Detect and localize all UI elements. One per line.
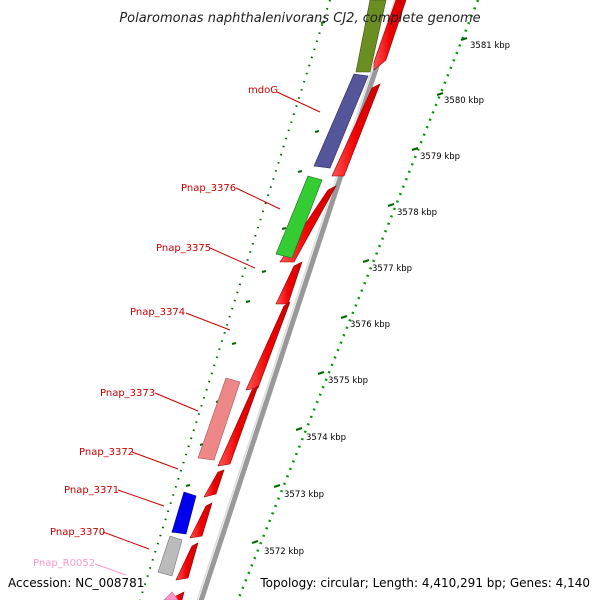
kbp-ruler: 3581 kbp 3580 kbp 3579 kbp 3578 kbp 3577…: [251, 37, 510, 557]
cds-arrow[interactable]: [331, 83, 381, 177]
kbp-label: 3575 kbp: [328, 376, 368, 386]
leader-line: [94, 563, 127, 576]
kbp-tick: [411, 147, 419, 151]
gene-label-mdoG[interactable]: mdoG: [248, 85, 278, 96]
gene-label-Pnap-R0052[interactable]: Pnap_R0052: [33, 558, 95, 569]
boundary-tick: [320, 21, 326, 24]
leader-line: [102, 531, 150, 550]
leader-line: [185, 312, 231, 331]
accession-text: Accession: NC_008781: [8, 576, 144, 590]
cds-arrow[interactable]: [217, 385, 259, 467]
cds-arrow[interactable]: [275, 261, 303, 305]
Pnap-3373-gene[interactable]: [197, 377, 241, 461]
boundary-tick: [314, 130, 320, 133]
kbp-tick: [251, 540, 259, 544]
kbp-tick: [436, 92, 444, 96]
boundary-tick: [261, 270, 267, 273]
cds-arrow[interactable]: [175, 542, 199, 581]
kbp-tick: [387, 203, 395, 207]
kbp-tick: [273, 484, 281, 488]
kbp-label: 3578 kbp: [397, 208, 437, 218]
Pnap-R0052-gene[interactable]: [163, 591, 179, 600]
leader-line: [276, 91, 321, 113]
gene-tick-line: [139, 0, 331, 600]
leader-lines: [94, 91, 321, 576]
map-title: Polaromonas naphthalenivorans CJ2, compl…: [119, 11, 480, 26]
gene-label-Pnap-3373[interactable]: Pnap_3373: [100, 388, 155, 399]
leader-line: [117, 489, 165, 507]
cds-arrow[interactable]: [373, 0, 407, 71]
gene-label-Pnap-3372[interactable]: Pnap_3372: [79, 447, 134, 458]
Pnap-3371-gene[interactable]: [171, 491, 197, 535]
gene-label-Pnap-3371[interactable]: Pnap_3371: [64, 485, 119, 496]
kbp-tick: [317, 371, 325, 375]
forward-strand: [173, 0, 407, 600]
leader-line: [154, 392, 199, 412]
leader-line: [209, 247, 256, 269]
boundary-tick: [281, 227, 287, 230]
kbp-tick: [460, 37, 468, 41]
boundary-tick: [297, 170, 303, 173]
gene-label-Pnap-3376[interactable]: Pnap_3376: [181, 183, 236, 194]
gene-labels: mdoG Pnap_3376 Pnap_3375 Pnap_3374 Pnap_…: [33, 85, 278, 569]
cds-arrow[interactable]: [189, 502, 213, 539]
backbone-highlight: [196, 0, 396, 600]
reverse-strand: [157, 0, 387, 600]
kbp-label: 3574 kbp: [306, 433, 346, 443]
kbp-label: 3579 kbp: [420, 152, 460, 162]
backbone-line: [198, 0, 402, 600]
boundary-tick: [245, 300, 251, 303]
leader-line: [131, 451, 179, 470]
cds-arrow[interactable]: [245, 301, 291, 391]
Pnap-3370-gene[interactable]: [157, 535, 183, 577]
olive-feature[interactable]: [355, 0, 387, 73]
kbp-label: 3576 kbp: [350, 320, 390, 330]
kbp-tick: [340, 315, 348, 319]
boundary-tick: [231, 342, 237, 345]
Pnap-3376-gene[interactable]: [275, 175, 323, 259]
mdoG-gene[interactable]: [313, 73, 369, 169]
kbp-label: 3581 kbp: [470, 41, 510, 51]
kbp-label: 3572 kbp: [264, 547, 304, 557]
gene-label-Pnap-3375[interactable]: Pnap_3375: [156, 243, 211, 254]
gene-label-Pnap-3370[interactable]: Pnap_3370: [50, 527, 105, 538]
kbp-tick: [362, 259, 370, 263]
kbp-label: 3577 kbp: [372, 264, 412, 274]
gene-label-Pnap-3374[interactable]: Pnap_3374: [130, 307, 185, 318]
kbp-tick: [295, 427, 303, 431]
cds-arrow[interactable]: [203, 469, 225, 498]
boundary-tick: [185, 484, 191, 487]
leader-line: [235, 187, 281, 210]
genome-summary-text: Topology: circular; Length: 4,410,291 bp…: [259, 576, 590, 590]
kbp-label: 3580 kbp: [444, 96, 484, 106]
kbp-label: 3573 kbp: [284, 490, 324, 500]
gene-boundary-ticks: [159, 21, 326, 569]
